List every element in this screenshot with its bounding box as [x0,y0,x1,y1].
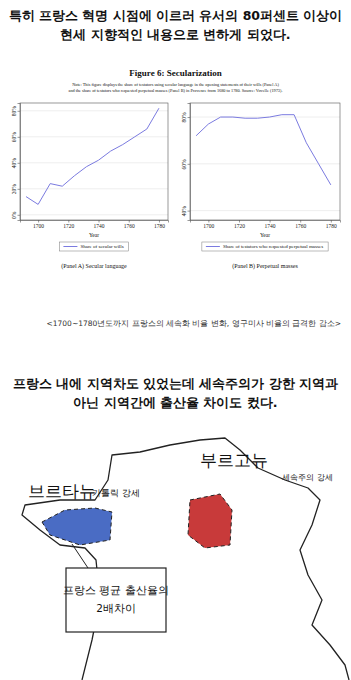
series-line [196,115,331,185]
page: 특히 프랑스 혁명 시점에 이르러 유서의 80퍼센트 이상이현세 지향적인 내… [0,0,351,680]
y-tick: 60% [181,159,190,170]
x-tick-label: 1780 [326,223,337,229]
x-axis: 1700 1720 1740 1760 1780 [191,220,341,229]
region-note: 세속주의 강세 [282,473,333,482]
y-tick-label: 20% [11,184,17,195]
note-box-text: 프랑스 평균 출산율의 [63,584,169,596]
region-note: 가톨릭 강세 [92,488,140,498]
series-line [26,108,159,204]
note-box-text: 2배차이 [96,602,136,614]
y-tick-label: 80% [11,106,17,117]
chart: 0% 20% 40% 60% 80% 1700 1720 1740 1760 1780 Year Sh… [11,103,169,270]
y-tick-label: 40% [181,206,187,217]
legend-swatch [63,246,77,247]
x-axis-title: Year [89,232,99,238]
x-tick: 1780 [326,220,337,229]
region-name: 부르고뉴 [200,450,268,470]
y-tick: 40% [11,158,20,169]
plot-area [26,108,159,204]
x-tick: 1740 [265,220,276,229]
y-tick: 80% [181,112,190,123]
legend-label: Share of secular wills [80,244,123,249]
plot-frame [20,103,168,220]
chart: 40% 60% 80% 1700 1720 1740 1760 1780 Year Share o… [181,103,341,270]
figure-note: Note: This figure displays the share of … [72,82,279,87]
x-tick-label: 1700 [203,223,214,229]
x-tick-label: 1720 [63,223,74,229]
y-tick-mark [18,163,21,164]
x-tick-label: 1780 [154,223,165,229]
x-tick: 1780 [154,220,165,229]
x-tick-label: 1720 [234,223,245,229]
y-tick-mark [188,117,191,118]
legend: Share of secular wills [59,242,128,251]
figure-title: Figure 6: Secularization [129,68,221,78]
grid-line [190,163,340,164]
y-axis: 0% 20% 40% 60% 80% [11,104,21,221]
y-axis-line [188,104,191,221]
y-tick-mark [18,189,21,190]
x-tick: 1760 [124,220,135,229]
note-box [66,568,166,632]
y-tick-label: 40% [11,158,17,169]
legend-label: Share of testators who requested perpetu… [223,244,323,249]
x-axis: 1700 1720 1740 1760 1780 [21,220,169,229]
panel-caption: (Panel B) Perpetual masses [232,263,298,270]
grid-line [20,136,168,137]
x-tick: 1720 [63,220,74,229]
y-tick: 0% [11,211,20,219]
region [188,494,232,548]
x-tick: 1700 [33,220,44,229]
x-tick-label: 1740 [94,223,105,229]
y-tick-label: 0% [11,211,17,219]
grid-line [190,210,340,211]
grid-line [20,214,168,215]
y-axis: 40% 60% 80% [181,104,191,221]
x-tick-label: 1740 [265,223,276,229]
france-outline [22,438,349,680]
map: 브르타뉴가톨릭 강세 부르고뉴세속주의 강세프랑스 평균 출산율의 2배차이 [22,438,349,680]
x-tick-label: 1760 [295,223,306,229]
section-line: 프랑스 내에 지역차도 있었는데 세속주의가 강한 지역과 [13,376,338,391]
x-tick-label: 1700 [33,223,44,229]
plot-frame [190,103,340,220]
region [42,508,112,545]
y-tick-mark [18,215,21,216]
y-tick-label: 60% [11,132,17,143]
legend-box [59,242,128,251]
figure-caption: <1700~1780년도까지 프랑스의 세속화 비율 변화, 영구미사 비율의 … [47,319,341,328]
y-axis-line [18,104,21,221]
header-line: 현세 지향적인 내용으로 변하게 되었다. [60,27,290,42]
y-tick-mark [188,211,191,212]
x-tick-label: 1760 [124,223,135,229]
section-line: 아닌 지역간에 출산율 차이도 컸다. [73,395,277,410]
legend-swatch [206,246,220,247]
grid-line [20,188,168,189]
x-tick: 1740 [94,220,105,229]
x-tick: 1700 [203,220,214,229]
y-tick-mark [18,137,21,138]
grid-line [20,110,168,111]
y-tick: 20% [11,184,20,195]
x-axis-title: Year [260,232,270,238]
x-tick: 1720 [234,220,245,229]
y-tick-label: 60% [181,159,187,170]
y-tick: 80% [11,106,20,117]
connector [72,544,88,568]
legend-box [202,242,328,251]
panel-caption: (Panel A) Secular language [61,263,127,270]
header-line: 특히 프랑스 혁명 시점에 이르러 유서의 80퍼센트 이상이 [9,8,343,23]
x-tick: 1760 [295,220,306,229]
y-tick-label: 80% [181,112,187,123]
region-name: 브르타뉴 [28,481,96,501]
y-tick-mark [18,111,21,112]
y-tick: 60% [11,132,20,143]
figure-note: and the share of testators who requested… [68,88,282,93]
legend: Share of testators who requested perpetu… [202,242,328,251]
y-tick: 40% [181,206,190,217]
y-tick-mark [188,164,191,165]
plot-area [196,115,331,185]
